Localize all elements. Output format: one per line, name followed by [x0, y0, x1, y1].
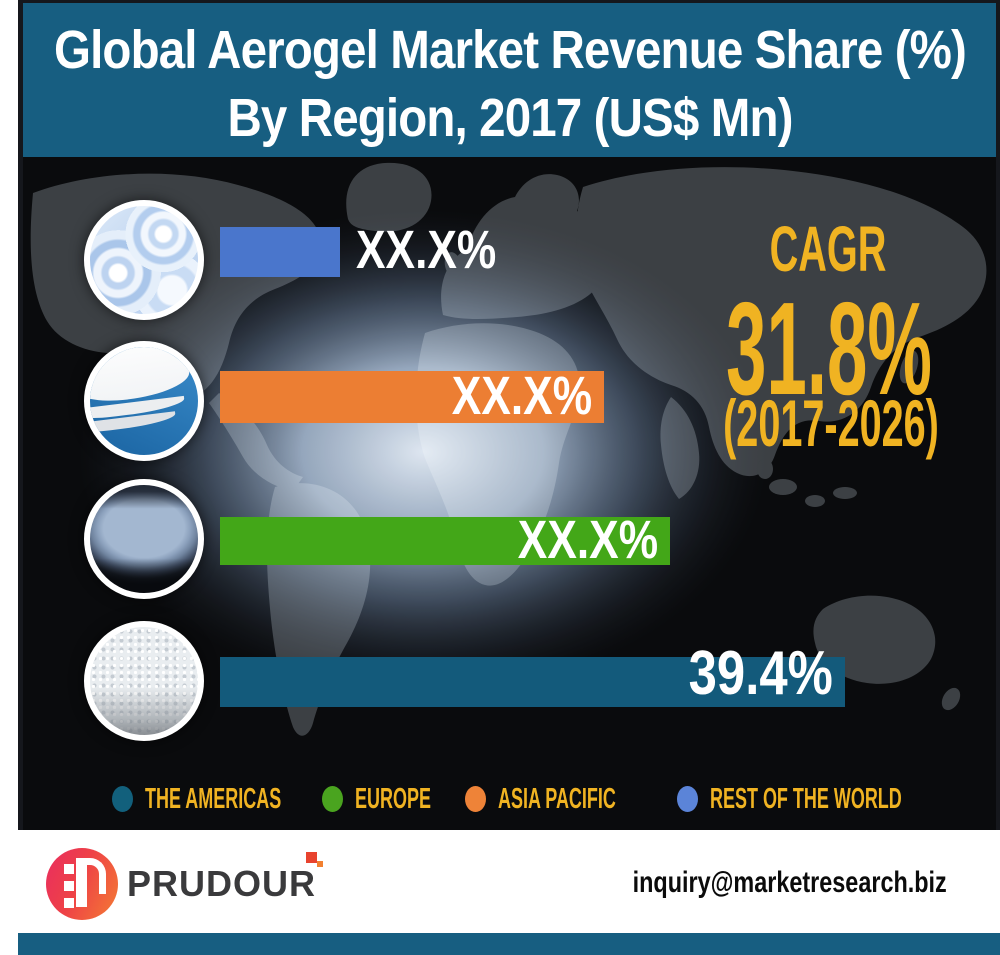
aerogel-sheets-stack-photo	[84, 341, 204, 461]
cagr-label: CAGR	[769, 213, 887, 285]
bottom-accent-strip	[18, 933, 1000, 955]
bar-value-label: 39.4%	[688, 639, 833, 708]
bar-value-label: XX.X%	[356, 219, 497, 280]
legend-dot-green	[322, 786, 343, 812]
footer: PRUDOUR inquiry@marketresearch.biz	[18, 830, 1000, 933]
aerogel-granules-photo	[84, 621, 204, 741]
title-banner: Global Aerogel Market Revenue Share (%) …	[18, 0, 1000, 157]
aerogel-blanket-rolls-photo	[84, 200, 204, 320]
chart-area: XX.X% XX.X% XX.X% 39.4% CAGR 31.8% (2017…	[18, 157, 1000, 830]
bar-asia-pacific: XX.X%	[220, 365, 604, 426]
bar-value-label: XX.X%	[451, 365, 592, 426]
bar-europe: XX.X%	[220, 513, 670, 567]
page-title-line2: By Region, 2017 (US$ Mn)	[226, 88, 793, 148]
legend-dot-teal	[112, 786, 133, 812]
bar-value-label: XX.X%	[517, 509, 658, 570]
logo-bracket-shape	[76, 858, 106, 894]
legend-label: THE AMERICAS	[145, 783, 282, 815]
cagr-value: 31.8%	[726, 275, 932, 422]
page-title-line1: Global Aerogel Market Revenue Share (%)	[53, 20, 967, 80]
prudour-logo-icon	[46, 848, 118, 920]
legend-label: ASIA PACIFIC	[498, 783, 616, 815]
cagr-period: (2017-2026)	[723, 386, 939, 460]
legend-label: EUROPE	[355, 783, 431, 815]
bar-the-americas: 39.4%	[220, 643, 845, 707]
map-glow	[78, 210, 768, 694]
contact-email: inquiry@marketresearch.biz	[632, 866, 947, 899]
aerogel-disc-photo	[84, 479, 204, 599]
legend-label: REST OF THE WORLD	[710, 783, 902, 815]
brand-name: PRUDOUR	[127, 863, 317, 904]
legend-dot-orange	[465, 786, 486, 812]
brand-accent-square-icon	[306, 852, 317, 863]
bar-rest-of-the-world: XX.X%	[220, 223, 496, 277]
legend-dot-blue	[677, 786, 698, 812]
poster-frame: Global Aerogel Market Revenue Share (%) …	[18, 0, 1000, 955]
brand-accent-square-icon	[317, 861, 323, 867]
